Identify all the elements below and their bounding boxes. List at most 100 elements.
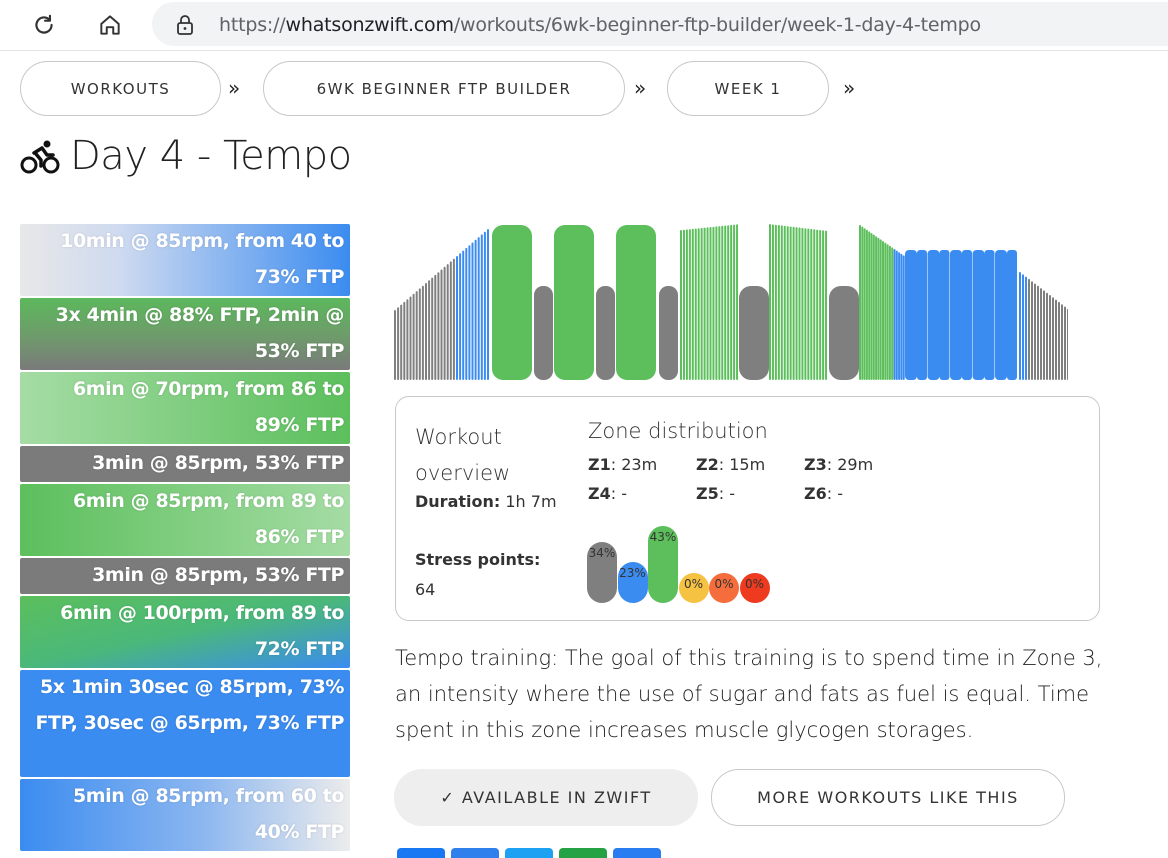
power-block [1043, 290, 1045, 380]
power-block [1067, 308, 1068, 380]
lock-icon[interactable] [176, 14, 194, 40]
workout-segments: 10min @ 85rpm, from 40 to 73% FTP 3x 4min… [20, 224, 350, 853]
power-block [813, 229, 816, 380]
workout-segment: 10min @ 85rpm, from 40 to 73% FTP [20, 224, 350, 296]
power-block [492, 225, 532, 380]
workout-segment: 6min @ 85rpm, from 89 to 86% FTP [20, 484, 350, 556]
power-block [474, 239, 477, 380]
workout-description: Tempo training: The goal of this trainin… [395, 646, 1103, 742]
power-block [727, 225, 730, 380]
power-block [415, 291, 418, 380]
address-bar[interactable]: https://whatsonzwift.com/workouts/6wk-be… [152, 2, 1168, 46]
workout-segment: 3min @ 85rpm, 53% FTP [20, 558, 350, 594]
power-block [1040, 288, 1042, 380]
power-block [774, 224, 777, 380]
power-block [822, 230, 825, 380]
zone-bars: 34% 23% 43% 0% 0% 0% [587, 513, 777, 603]
power-block [1025, 276, 1027, 380]
zone-z2: Z2: 15m [696, 455, 766, 474]
power-block [659, 286, 678, 380]
power-block [888, 245, 891, 380]
browser-toolbar: https://whatsonzwift.com/workouts/6wk-be… [0, 0, 1168, 51]
workout-segment: 6min @ 100rpm, from 89 to 72% FTP [20, 596, 350, 668]
power-block [685, 229, 688, 380]
available-in-zwift-button[interactable]: ✓ AVAILABLE IN ZWIFT [394, 769, 698, 826]
breadcrumb-plan[interactable]: 6WK BEGINNER FTP BUILDER [263, 61, 625, 116]
share-whatsapp-button[interactable] [559, 848, 607, 858]
zone-bar [678, 573, 709, 603]
zone-z4: Z4: - [588, 484, 627, 503]
share-email-button[interactable] [613, 848, 661, 858]
cyclist-icon [20, 140, 60, 174]
power-block [688, 229, 691, 380]
share-twitter-button[interactable] [505, 848, 553, 858]
share-facebook-button[interactable] [397, 848, 445, 858]
power-block [721, 225, 724, 380]
power-block [718, 226, 721, 380]
power-block [819, 229, 822, 380]
zone-bar [617, 562, 648, 603]
power-block [724, 225, 727, 380]
power-block [465, 247, 468, 380]
power-block [487, 229, 489, 380]
stress-points: Stress points: 64 [415, 550, 541, 599]
power-block [400, 304, 403, 380]
zone-bar [709, 573, 739, 603]
zone-percent-label: 23% [619, 566, 646, 580]
breadcrumb-workouts[interactable]: WORKOUTS [20, 61, 221, 116]
power-block [875, 236, 878, 380]
power-block [703, 227, 706, 380]
workout-segment: 6min @ 70rpm, from 86 to 89% FTP [20, 372, 350, 444]
power-block [418, 288, 421, 380]
power-block [462, 250, 465, 380]
power-block [825, 230, 828, 380]
zone-bar [648, 526, 678, 603]
power-block [865, 229, 868, 380]
power-block [1022, 274, 1024, 380]
zone-percent-label: 34% [588, 546, 616, 560]
zone-bar [587, 542, 617, 603]
power-block [884, 242, 887, 380]
share-button[interactable] [451, 848, 499, 858]
power-block [807, 228, 810, 380]
zone-z5: Z5: - [696, 484, 735, 503]
power-block [917, 250, 927, 380]
breadcrumb-separator: » [634, 76, 647, 100]
power-block [412, 293, 415, 380]
power-block [804, 228, 807, 380]
zone-percent-label: 43% [649, 530, 677, 544]
zone-bar [739, 573, 770, 603]
power-block [459, 253, 462, 380]
power-block [739, 286, 769, 380]
power-block [893, 249, 896, 380]
power-block [1058, 301, 1060, 380]
power-block [406, 299, 409, 380]
power-block [428, 280, 431, 380]
more-workouts-button[interactable]: MORE WORKOUTS LIKE THIS [711, 769, 1065, 826]
power-block [706, 227, 709, 380]
power-block [877, 237, 880, 380]
power-block [534, 286, 553, 380]
power-block [783, 225, 786, 380]
power-block [995, 250, 1007, 380]
power-block [950, 250, 962, 380]
power-block [421, 285, 424, 380]
power-block [446, 264, 449, 380]
power-block [863, 228, 866, 380]
power-block [712, 226, 715, 380]
power-block [397, 307, 400, 380]
page-title: Day 4 - Tempo [20, 128, 352, 184]
power-block [900, 253, 903, 380]
zone-z6: Z6: - [804, 484, 843, 503]
power-block [859, 225, 861, 380]
reload-icon[interactable] [28, 9, 60, 41]
breadcrumb-week[interactable]: WEEK 1 [667, 61, 829, 116]
workout-segment: 3min @ 85rpm, 53% FTP [20, 446, 350, 482]
power-block [468, 245, 471, 380]
power-block [769, 224, 771, 380]
zone-z1: Z1: 23m [588, 455, 658, 474]
power-block [829, 286, 859, 380]
home-icon[interactable] [94, 9, 126, 41]
power-block [882, 241, 884, 380]
page-title-text: Day 4 - Tempo [70, 133, 352, 179]
